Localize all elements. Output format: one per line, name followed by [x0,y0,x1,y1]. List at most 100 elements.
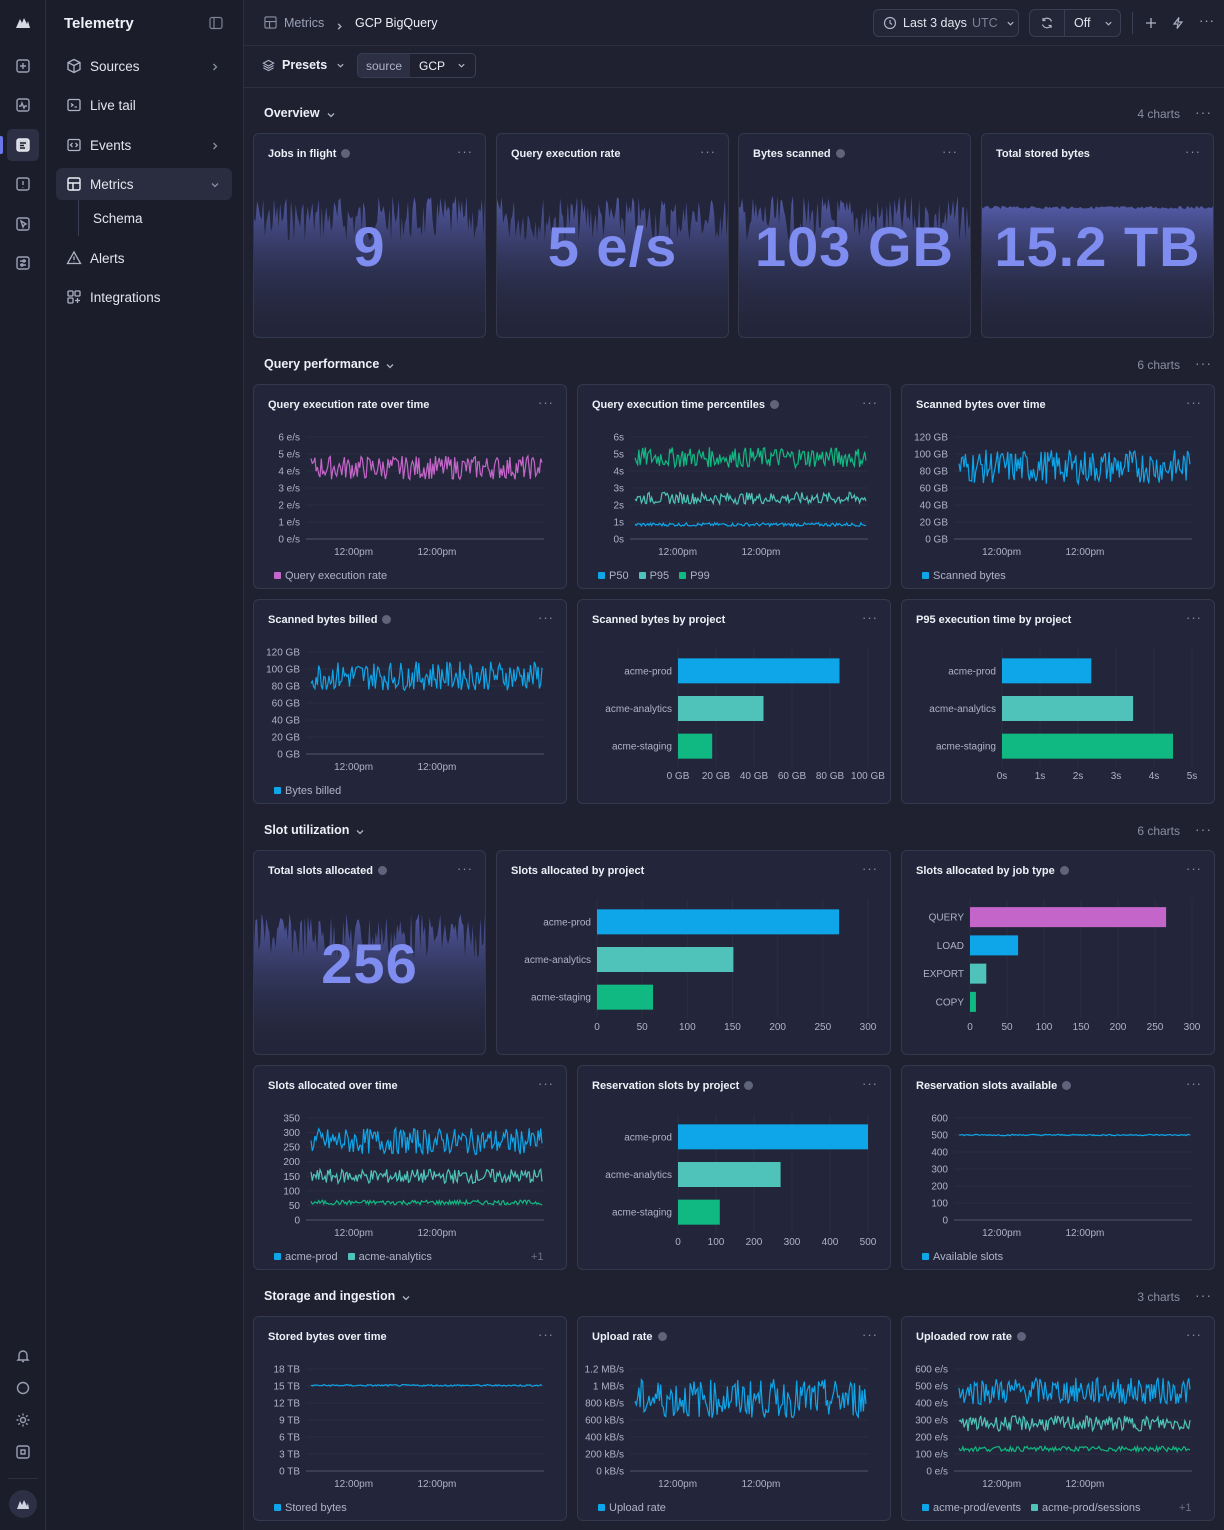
legend-item[interactable]: P99 [679,570,710,582]
more-icon[interactable]: ··· [862,861,878,876]
bar[interactable] [970,935,1019,956]
bar[interactable] [970,991,976,1012]
refresh-icon[interactable] [1040,16,1054,30]
chart-card-bytes-by-project[interactable]: Scanned bytes by project ··· 0 GB 20 GB 40 G… [577,599,891,804]
sidebar-item-metrics[interactable]: Metrics [56,168,232,200]
more-icon[interactable]: ··· [942,144,958,159]
stat-card-total-stored-bytes[interactable]: Total stored bytes ··· 15.2 TB [981,133,1214,338]
sidebar-item-alerts[interactable]: Alerts [56,242,232,274]
bar[interactable] [970,907,1167,928]
more-icon[interactable]: ··· [862,395,878,410]
stat-card-total-slots[interactable]: Total slots allocated ··· 256 [253,850,486,1055]
section-query-performance-header[interactable]: Query performance [264,357,395,371]
legend-more[interactable]: +1 [531,1251,544,1263]
more-icon[interactable]: ··· [1185,144,1201,159]
legend-item[interactable]: acme-prod [274,1251,338,1263]
sparkle-box-icon[interactable] [12,55,34,77]
settings-icon[interactable] [12,1409,34,1431]
more-icon[interactable]: ··· [1195,1287,1212,1303]
lightning-icon[interactable] [1171,16,1185,30]
legend-item[interactable]: Stored bytes [274,1502,347,1514]
presets-button[interactable]: Presets [262,58,345,72]
more-icon[interactable]: ··· [862,610,878,625]
more-icon[interactable]: ··· [1195,821,1212,837]
more-icon[interactable]: ··· [538,610,554,625]
more-icon[interactable]: ··· [457,144,473,159]
more-icon[interactable]: ··· [1186,1327,1202,1342]
info-icon[interactable] [341,149,351,158]
info-icon[interactable] [1062,1081,1072,1090]
info-icon[interactable] [1059,866,1069,875]
source-filter-chip[interactable]: source GCP [357,53,476,78]
breadcrumb-metrics[interactable]: Metrics [284,16,325,30]
bar[interactable] [1002,658,1092,684]
more-icon[interactable]: ··· [1186,395,1202,410]
info-icon[interactable] [835,149,845,158]
more-icon[interactable]: ··· [538,1076,554,1091]
legend-item[interactable]: Query execution rate [274,570,387,582]
chart-card-p95-by-project[interactable]: P95 execution time by project ··· 0s 1s 2s 3s… [901,599,1215,804]
legend-item[interactable]: Scanned bytes [922,570,1006,582]
legend-item[interactable]: Upload rate [598,1502,666,1514]
chart-card-stored-bytes[interactable]: Stored bytes over time ··· 18 TB 15 TB 12 TB… [253,1316,567,1521]
chart-card-upload-rate[interactable]: Upload rate ··· 1.2 MB/s 1 MB/s 800 kB/s 600 … [577,1316,891,1521]
more-icon[interactable]: ··· [1186,1076,1202,1091]
sidebar-item-schema[interactable]: Schema [93,211,143,226]
more-icon[interactable]: ··· [1199,13,1215,28]
legend-more[interactable]: +1 [1179,1502,1192,1514]
bar[interactable] [1002,733,1173,759]
sliders-box-icon[interactable] [12,252,34,274]
activity-icon[interactable] [12,94,34,116]
bar[interactable] [1002,696,1134,721]
bar[interactable] [597,909,840,935]
info-icon[interactable] [657,1332,667,1341]
legend-item[interactable]: P95 [638,570,669,582]
chat-icon[interactable] [12,1377,34,1399]
bar[interactable] [597,984,654,1010]
warning-box-icon[interactable] [12,173,34,195]
section-storage-header[interactable]: Storage and ingestion [264,1289,411,1303]
refresh-control[interactable]: Off [1029,9,1121,37]
legend-item[interactable]: acme-analytics [347,1251,432,1263]
bell-icon[interactable] [12,1345,34,1367]
sidebar-item-sources[interactable]: Sources [56,50,232,82]
section-slot-utilization-header[interactable]: Slot utilization [264,823,365,837]
more-icon[interactable]: ··· [862,1327,878,1342]
chart-card-slots-by-job-type[interactable]: Slots allocated by job type ··· 0 50 100 150 2… [901,850,1215,1055]
chart-card-scanned-bytes[interactable]: Scanned bytes over time ··· 120 GB 100 GB 80… [901,384,1215,589]
legend-item[interactable]: Available slots [922,1251,1003,1263]
bar[interactable] [678,1124,868,1150]
section-overview-header[interactable]: Overview [264,106,336,120]
more-icon[interactable]: ··· [1195,104,1212,120]
bar[interactable] [678,1162,781,1187]
bar[interactable] [678,658,840,684]
stat-card-query-execution-rate[interactable]: Query execution rate ··· 5 e/s [496,133,729,338]
chart-card-query-rate[interactable]: Query execution rate over time ··· 6 e/s 5 … [253,384,567,589]
legend-item[interactable]: acme-prod/sessions [1031,1502,1140,1514]
more-icon[interactable]: ··· [538,1327,554,1342]
more-icon[interactable]: ··· [862,1076,878,1091]
chart-card-reservation-available[interactable]: Reservation slots available ··· 600 500 400 3… [901,1065,1215,1270]
avatar[interactable] [9,1490,37,1518]
bar[interactable] [678,733,713,759]
bar[interactable] [970,963,987,984]
chart-card-bytes-billed[interactable]: Scanned bytes billed ··· 120 GB 100 GB 80 GB… [253,599,567,804]
chart-card-slots-over-time[interactable]: Slots allocated over time ··· 350 300 250 200… [253,1065,567,1270]
plus-icon[interactable] [1144,16,1158,30]
chart-card-query-percentiles[interactable]: Query execution time percentiles ··· 6s 5s 4… [577,384,891,589]
info-icon[interactable] [744,1081,754,1090]
logo-icon[interactable] [12,12,34,34]
info-icon[interactable] [770,400,780,409]
sidebar-item-events[interactable]: Events [56,129,232,161]
command-icon[interactable] [12,1441,34,1463]
more-icon[interactable]: ··· [700,144,716,159]
legend-item[interactable]: acme-prod/events [922,1502,1021,1514]
more-icon[interactable]: ··· [457,861,473,876]
logs-icon[interactable] [7,129,39,161]
legend-item[interactable]: P50 [598,570,629,582]
legend-item[interactable]: Bytes billed [274,785,341,797]
sidebar-collapse-icon[interactable] [209,16,223,30]
cursor-box-icon[interactable] [12,213,34,235]
chart-card-reservation-by-project[interactable]: Reservation slots by project ··· 0 100 200 30… [577,1065,891,1270]
stat-card-jobs-in-flight[interactable]: Jobs in flight ··· 9 [253,133,486,338]
